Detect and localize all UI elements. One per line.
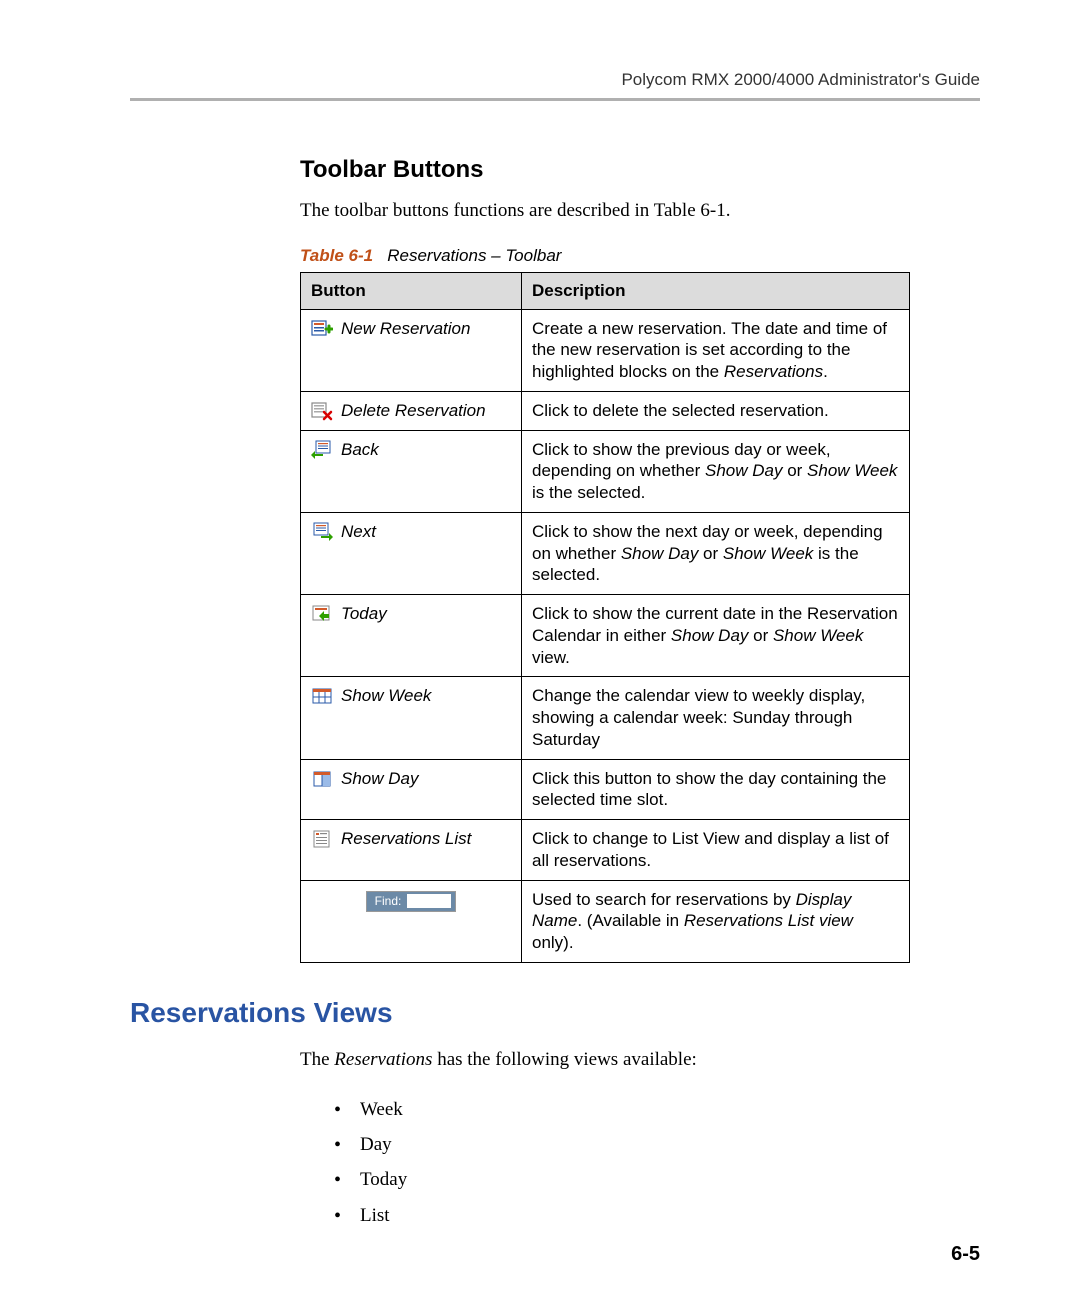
table-row: Delete Reservation Click to delete the s… <box>301 391 910 430</box>
table-row: Back Click to show the previous day or w… <box>301 430 910 512</box>
find-box[interactable]: Find: <box>366 891 457 912</box>
table-row: New Reservation Create a new reservation… <box>301 309 910 391</box>
description: Click to delete the selected reservation… <box>532 401 829 420</box>
table-header-row: Button Description <box>301 272 910 309</box>
section-intro: The toolbar buttons functions are descri… <box>300 198 980 224</box>
section-title-toolbar-buttons: Toolbar Buttons <box>300 156 980 184</box>
button-label: Reservations List <box>341 828 471 850</box>
views-list: Week Day Today List <box>330 1095 980 1231</box>
new-reservation-icon <box>311 319 333 339</box>
table-row: Show Week Change the calendar view to we… <box>301 677 910 759</box>
button-label: Delete Reservation <box>341 400 486 422</box>
col-header-description: Description <box>522 272 910 309</box>
table-row: Reservations List Click to change to Lis… <box>301 820 910 881</box>
button-label: Next <box>341 521 376 543</box>
button-label: Show Week <box>341 685 431 707</box>
table-caption-label: Table 6-1 <box>300 246 373 265</box>
heading-reservations-views: Reservations Views <box>130 997 980 1029</box>
description: Click to show the next day or week, depe… <box>532 522 883 585</box>
show-week-icon <box>311 686 333 706</box>
table-row: Today Click to show the current date in … <box>301 595 910 677</box>
views-intro: The Reservations has the following views… <box>300 1047 980 1073</box>
description: Click to show the current date in the Re… <box>532 604 898 667</box>
reservations-list-icon <box>311 829 333 849</box>
description: Change the calendar view to weekly displ… <box>532 686 865 749</box>
running-header: Polycom RMX 2000/4000 Administrator's Gu… <box>130 70 980 90</box>
list-item: List <box>330 1201 980 1230</box>
description: Click to change to List View and display… <box>532 829 889 870</box>
page: Polycom RMX 2000/4000 Administrator's Gu… <box>0 0 1080 1306</box>
find-input[interactable] <box>407 894 451 908</box>
button-label: Back <box>341 439 379 461</box>
find-label: Find: <box>375 894 402 909</box>
col-header-button: Button <box>301 272 522 309</box>
description: Create a new reservation. The date and t… <box>532 319 887 382</box>
list-item: Day <box>330 1130 980 1159</box>
button-label: Show Day <box>341 768 418 790</box>
button-label: New Reservation <box>341 318 470 340</box>
header-rule <box>130 98 980 101</box>
table-row: Next Click to show the next day or week,… <box>301 512 910 594</box>
table-row: Show Day Click this button to show the d… <box>301 759 910 820</box>
today-icon <box>311 604 333 624</box>
list-item: Week <box>330 1095 980 1124</box>
button-label: Today <box>341 603 387 625</box>
page-number: 6-5 <box>951 1243 980 1266</box>
delete-reservation-icon <box>311 401 333 421</box>
show-day-icon <box>311 769 333 789</box>
list-item: Today <box>330 1165 980 1194</box>
back-icon <box>311 440 333 460</box>
table-caption: Table 6-1 Reservations – Toolbar <box>300 246 980 266</box>
table-caption-text: Reservations – Toolbar <box>387 246 561 265</box>
reservations-table: Button Description New Reservation Creat… <box>300 272 910 963</box>
table-row: Find: Used to search for reservations by… <box>301 880 910 962</box>
description: Click this button to show the day contai… <box>532 769 886 810</box>
next-icon <box>311 522 333 542</box>
description: Click to show the previous day or week, … <box>532 440 897 503</box>
description: Used to search for reservations by Displ… <box>532 890 853 953</box>
